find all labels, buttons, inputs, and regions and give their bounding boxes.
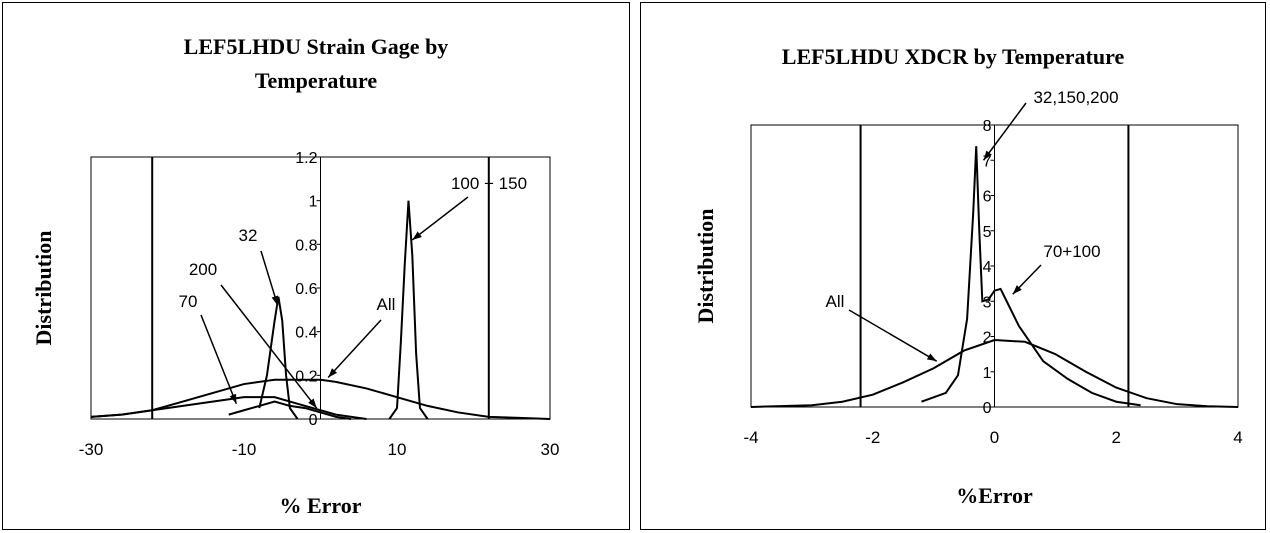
x-axis-title: %Error <box>956 483 1033 508</box>
y-tick-label: 5 <box>983 224 992 241</box>
xdcr-chart-plot: 0 1 2 3 4 5 6 7 8 -4 -2 0 2 4 %Error Distribution 32,150… <box>693 88 1243 508</box>
y-tick-label: 0.6 <box>295 281 317 298</box>
annotation-arrow-70 <box>200 314 238 404</box>
annotation-arrow-32 <box>260 250 279 306</box>
y-axis-title: Distribution <box>693 209 718 324</box>
x-tick-label: 10 <box>388 440 407 459</box>
series-line-all <box>90 378 551 420</box>
y-tick-label: 0.4 <box>295 325 317 342</box>
annotation-arrowhead-all <box>926 353 937 362</box>
x-tick-label: -10 <box>232 440 257 459</box>
annotation-arrowhead-70-100 <box>1012 285 1022 295</box>
y-tick-label: 0.8 <box>295 237 317 254</box>
chart-panel-strain-gage: LEF5LHDU Strain Gage by Temperature 0 0.2… <box>2 2 630 530</box>
annotation-label-all: All <box>826 292 845 311</box>
y-tick-label: 1 <box>983 365 992 382</box>
x-tick-label: -4 <box>743 428 758 447</box>
annotation-arrow-200 <box>220 284 318 409</box>
chart-panel-xdcr: LEF5LHDU XDCR by Temperature 0 1 2 3 4 5 6 7 8 -4… <box>640 2 1266 530</box>
y-tick-label: 8 <box>983 118 992 135</box>
annotation-label-32-150-200: 32,150,200 <box>1033 88 1118 107</box>
annotation-arrowhead-100-150 <box>412 231 422 240</box>
x-axis-title: % Error <box>279 493 361 518</box>
x-tick-label: 30 <box>541 440 560 459</box>
y-tick-label: 4 <box>983 259 992 276</box>
y-tick-label: 3 <box>983 294 992 311</box>
annotation-arrowhead-32 <box>271 295 279 306</box>
annotation-label-70-100: 70+100 <box>1043 242 1100 261</box>
chart-title-line-1: LEF5LHDU Strain Gage by <box>183 34 449 59</box>
annotation-arrow-32-150-200 <box>982 102 1027 161</box>
chart-title: LEF5LHDU XDCR by Temperature <box>781 44 1125 69</box>
annotation-arrowhead-70 <box>229 393 237 404</box>
x-tick-label: 4 <box>1233 428 1242 447</box>
y-tick-label: 1 <box>309 194 318 211</box>
y-axis-title: Distribution <box>31 231 56 346</box>
annotation-arrowhead-all <box>328 368 338 378</box>
series-line-all <box>750 339 1239 408</box>
annotation-arrowhead-200 <box>308 398 317 409</box>
y-tick-label: 0 <box>309 412 318 429</box>
series-line-32 <box>258 296 299 420</box>
series-line-100-150 <box>388 200 429 420</box>
annotation-label-200: 200 <box>189 260 217 279</box>
annotation-arrowhead-32-150-200 <box>983 150 992 161</box>
y-tick-label: 7 <box>983 153 992 170</box>
annotation-arrow-all <box>848 309 938 362</box>
x-tick-label: -30 <box>79 440 104 459</box>
x-tick-label: 2 <box>1112 428 1121 447</box>
annotation-arrow-100-150 <box>411 196 469 241</box>
annotation-arrow-all <box>327 319 382 379</box>
y-tick-label: 1.2 <box>295 150 317 167</box>
strain-gage-chart-plot: 0 0.2 0.4 0.6 0.8 1 1.2 -30 -10 10 30 % Error Distri… <box>31 150 560 518</box>
y-tick-label: 0.2 <box>295 368 317 385</box>
annotation-label-32: 32 <box>239 226 258 245</box>
series-line-200 <box>228 400 352 420</box>
series-line-32-150-200 <box>921 146 1141 407</box>
y-tick-label: 6 <box>983 189 992 206</box>
annotation-label-100-150: 100 + 150 <box>451 174 527 193</box>
annotation-label-all: All <box>377 295 396 314</box>
annotation-label-70: 70 <box>179 292 198 311</box>
x-tick-label: 0 <box>990 428 999 447</box>
y-tick-label: 2 <box>983 330 992 347</box>
series-line-70 <box>90 396 367 420</box>
y-tick-label: 0 <box>983 400 992 417</box>
x-tick-label: -2 <box>865 428 880 447</box>
chart-title-line-2: Temperature <box>254 68 378 93</box>
